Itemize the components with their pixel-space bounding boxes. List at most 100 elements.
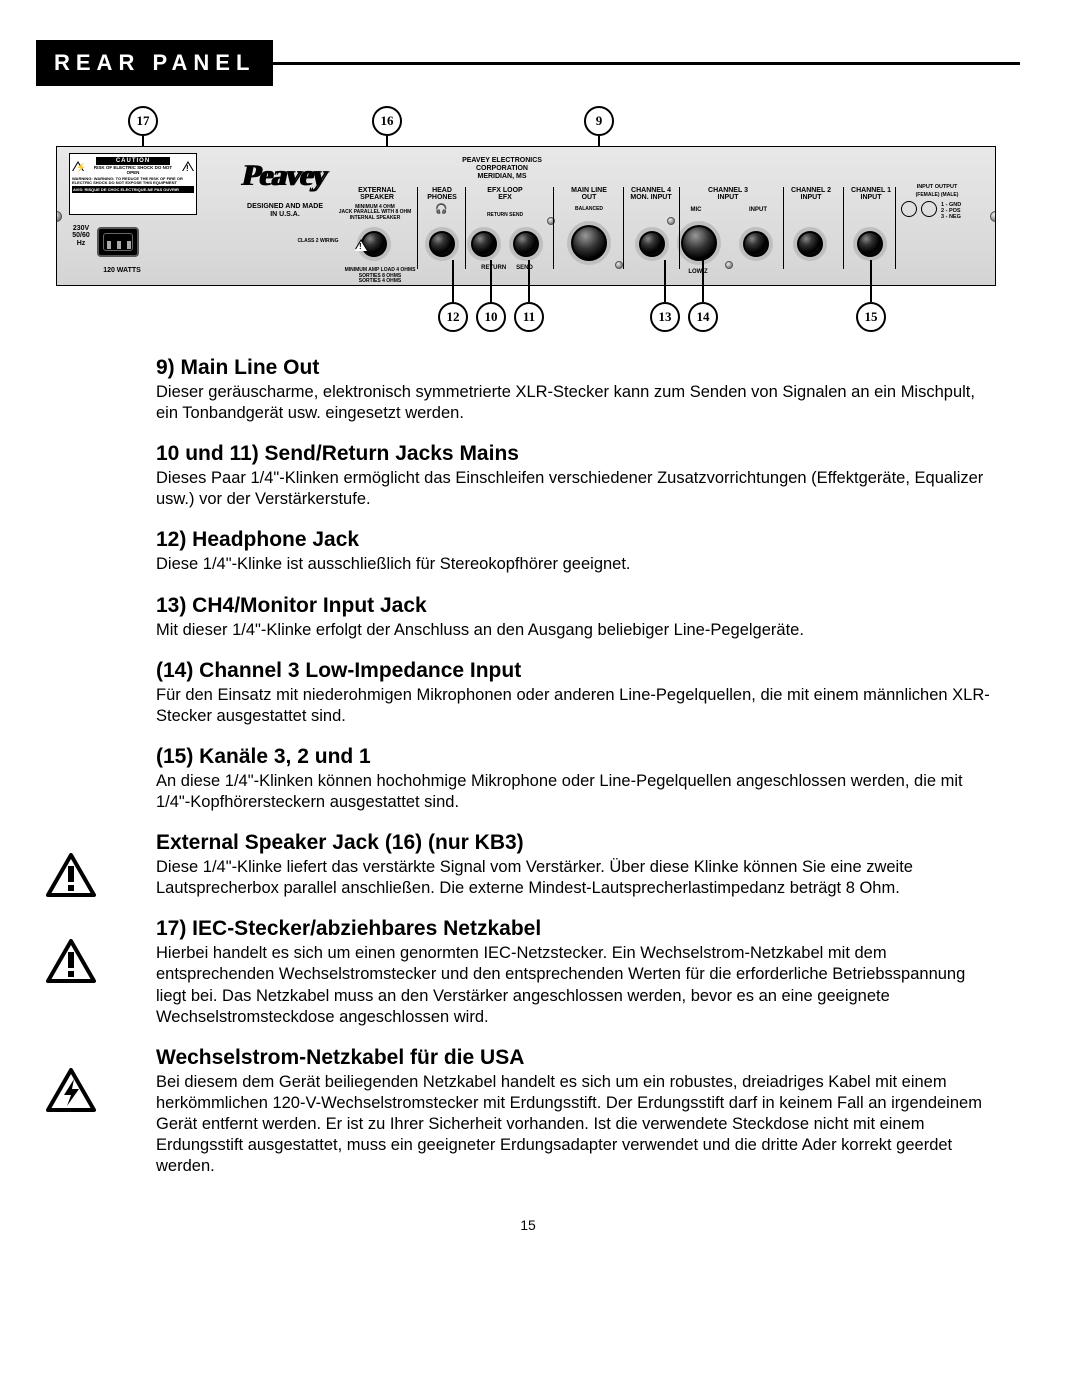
divider (679, 187, 680, 269)
section-body: An diese 1/4"-Klinken können hochohmige … (156, 771, 990, 813)
section-title: 13) CH4/Monitor Input Jack (156, 594, 990, 618)
iec-connector (97, 227, 139, 257)
section-title: 17) IEC-Stecker/abziehbares Netzkabel (156, 917, 990, 941)
ch2-label: CHANNEL 2 INPUT (783, 187, 839, 202)
rear-panel-diagram: ⚡ CAUTION RISK OF ELECTRIC SHOCK DO NOT … (56, 146, 996, 286)
section: Wechselstrom-Netzkabel für die USABei di… (156, 1046, 990, 1178)
callout-17: 17 (128, 106, 158, 136)
ch4-monitor-jack (635, 227, 669, 261)
headphone-jack (425, 227, 459, 261)
headphones-label: HEAD PHONES (419, 187, 465, 202)
section-title: 10 und 11) Send/Return Jacks Mains (156, 442, 990, 466)
section-title: 12) Headphone Jack (156, 528, 990, 552)
section: 9) Main Line OutDieser geräuscharme, ele… (156, 356, 990, 424)
brand-mid: CORPORATION (432, 165, 572, 172)
callouts-bottom: 121011131415 (56, 286, 996, 332)
title-row: REAR PANEL (36, 40, 1020, 86)
section-body: Für den Einsatz mit niederohmigen Mikrop… (156, 685, 990, 727)
divider (843, 187, 844, 269)
bolt-triangle-icon (46, 1068, 96, 1112)
retsend-label2: RETURN SEND (467, 265, 547, 271)
exclaim-triangle-icon (46, 939, 96, 983)
class2-label: CLASS 2 WIRING (283, 239, 353, 244)
mic-label: MIC (681, 207, 711, 213)
section: 12) Headphone JackDiese 1/4"-Klinke ist … (156, 528, 990, 575)
section-body: Mit dieser 1/4"-Klinke erfolgt der Ansch… (156, 620, 990, 641)
ch3-input-jack (739, 227, 773, 261)
balanced-label: BALANCED (561, 207, 617, 212)
return-jack (467, 227, 501, 261)
ch4-label: CHANNEL 4 MON. INPUT (621, 187, 681, 202)
section-title: Wechselstrom-Netzkabel für die USA (156, 1046, 990, 1070)
divider (465, 187, 466, 269)
caution-sub: RISK OF ELECTRIC SHOCK DO NOT OPEN (88, 166, 178, 175)
panel-diagram-wrap: ⚡ CAUTION RISK OF ELECTRIC SHOCK DO NOT … (56, 146, 996, 286)
brand-top: PEAVEY ELECTRONICS (432, 157, 572, 164)
watts-label: 120 WATTS (97, 267, 147, 274)
main-line-out-xlr (567, 221, 611, 265)
brand-logo: Peavey (238, 159, 329, 193)
screw (990, 211, 996, 222)
screw (725, 261, 733, 269)
screw (667, 217, 675, 225)
hz-label: 230V 50/60 Hz (67, 225, 95, 247)
pinout-fm: (FEMALE) (MALE) (895, 193, 979, 198)
bang-icon: ! (182, 161, 194, 171)
divider (783, 187, 784, 269)
section-title: External Speaker Jack (16) (nur KB3) (156, 831, 990, 855)
exclaim-triangle-icon (46, 853, 96, 897)
ch3-label: CHANNEL 3 INPUT (683, 187, 773, 202)
warn-icon: ! (355, 239, 367, 249)
extspk-label: EXTERNAL SPEAKER (347, 187, 407, 202)
page-number: 15 (36, 1217, 1020, 1233)
screw (615, 261, 623, 269)
divider (417, 187, 418, 269)
headphone-icon: 🎧 (435, 205, 447, 216)
efx-label: EFX LOOP EFX (465, 187, 545, 202)
callout-13: 13 (650, 302, 680, 332)
section-body: Diese 1/4"-Klinke liefert das verstärkte… (156, 857, 990, 899)
section-body: Dieses Paar 1/4"-Klinken ermöglicht das … (156, 468, 990, 510)
section: (14) Channel 3 Low-Impedance InputFür de… (156, 659, 990, 727)
ch2-input-jack (793, 227, 827, 261)
ch1-label: CHANNEL 1 INPUT (843, 187, 899, 202)
callout-15: 15 (856, 302, 886, 332)
section-body: Dieser geräuscharme, elektronisch symmet… (156, 382, 990, 424)
screw (56, 211, 62, 222)
lowz-label: LOW Z (675, 269, 721, 275)
section-body: Diese 1/4"-Klinke ist ausschließlich für… (156, 554, 990, 575)
section-title: (15) Kanäle 3, 2 und 1 (156, 745, 990, 769)
extspk2-label: MINIMUM 4 OHM JACK PARALLEL WITH 8 OHM I… (325, 205, 425, 221)
callout-9: 9 (584, 106, 614, 136)
divider (895, 187, 896, 269)
callout-11: 11 (514, 302, 544, 332)
divider (553, 187, 554, 269)
retsend-label: RETURN SEND (465, 213, 545, 218)
mainline-label: MAIN LINE OUT (561, 187, 617, 202)
callout-12: 12 (438, 302, 468, 332)
pinout-male-icon (921, 201, 937, 217)
avis-text: AVIS: RISQUE DE CHOC ELECTRIQUE-NE PAS O… (73, 187, 179, 192)
title-box: REAR PANEL (36, 40, 273, 86)
pinout-pins: 1 - GND 2 - POS 3 - NEG (941, 203, 985, 220)
caution-label: ⚡ CAUTION RISK OF ELECTRIC SHOCK DO NOT … (69, 153, 197, 215)
section-body: Bei diesem dem Gerät beiliegenden Netzka… (156, 1072, 990, 1178)
callout-16: 16 (372, 106, 402, 136)
brand-bot: MERIDIAN, MS (432, 173, 572, 180)
title-rule (273, 62, 1020, 65)
section: External Speaker Jack (16) (nur KB3)Dies… (156, 831, 990, 899)
text-sections: 9) Main Line OutDieser geräuscharme, ele… (36, 356, 1020, 1177)
section: 10 und 11) Send/Return Jacks MainsDieses… (156, 442, 990, 510)
minload-label: MINIMUM AMP LOAD 4 OHMSSORTIES 8 OHMSSOR… (335, 263, 425, 284)
section: (15) Kanäle 3, 2 und 1An diese 1/4"-Klin… (156, 745, 990, 813)
ch3-mic-xlr (677, 221, 721, 265)
caution-text: CAUTION (96, 157, 170, 165)
callout-10: 10 (476, 302, 506, 332)
section: 13) CH4/Monitor Input JackMit dieser 1/4… (156, 594, 990, 641)
ch1-input-jack (853, 227, 887, 261)
input-label: INPUT (741, 207, 775, 213)
section-title: (14) Channel 3 Low-Impedance Input (156, 659, 990, 683)
callouts-top: 17 16 9 (56, 106, 996, 146)
send-jack (509, 227, 543, 261)
pinout-female-icon (901, 201, 917, 217)
